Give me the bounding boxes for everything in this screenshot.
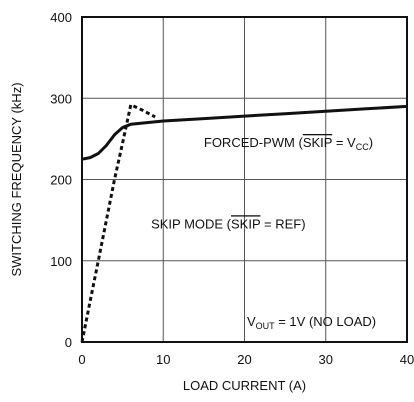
x-tick-label: 0: [78, 352, 85, 367]
forced-pwm-prefix: FORCED-PWM (: [204, 135, 304, 150]
skip-mode-line: [80, 103, 156, 343]
skip-mode-annotation: SKIP MODE (SKIP = REF): [151, 216, 306, 231]
y-tick-label: 200: [50, 173, 72, 188]
plot-frame: [81, 16, 408, 343]
skip-mode-suffix: = REF): [260, 216, 305, 231]
x-tick-label: 20: [237, 352, 251, 367]
x-tick-label: 40: [400, 352, 414, 367]
y-tick-label: 300: [50, 91, 72, 106]
y-tick-label: 400: [50, 10, 72, 25]
series-group: [80, 103, 408, 343]
grid: [82, 17, 407, 342]
forced-pwm-subscript: CC: [356, 142, 369, 152]
forced-pwm-annotation: FORCED-PWM (SKIP = VCC): [204, 135, 373, 152]
vout-main: V: [247, 314, 256, 329]
x-axis-label: LOAD CURRENT (A): [183, 378, 306, 393]
y-tick-label: 0: [65, 335, 72, 350]
skip-mode-prefix: SKIP MODE (: [151, 216, 232, 231]
forced-pwm-line: [81, 104, 408, 161]
vout-subscript: OUT: [256, 321, 276, 331]
y-tick-label: 100: [50, 254, 72, 269]
forced-pwm-suffix: ): [369, 135, 373, 150]
x-tick-label: 10: [156, 352, 170, 367]
forced-pwm-middle: = V: [332, 135, 356, 150]
y-axis-label: SWITCHING FREQUENCY (kHz): [9, 82, 24, 276]
vout-suffix: = 1V (NO LOAD): [275, 314, 377, 329]
skip-mode-skip-overbar: SKIP: [231, 216, 260, 231]
x-tick-label: 30: [319, 352, 333, 367]
forced-pwm-skip-overbar: SKIP: [303, 135, 332, 150]
vout-annotation: VOUT = 1V (NO LOAD): [247, 314, 376, 331]
